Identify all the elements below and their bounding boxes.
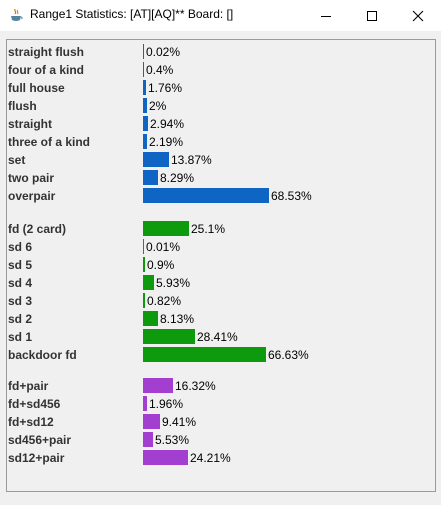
stat-label: two pair <box>8 171 55 185</box>
stat-percent: 5.53% <box>155 433 190 447</box>
stat-label: three of a kind <box>8 135 91 149</box>
stat-row: fd+sd456 1.96% <box>7 395 435 413</box>
stat-percent: 0.9% <box>147 258 175 272</box>
stat-label: overpair <box>8 189 56 203</box>
stat-percent: 25.1% <box>191 222 226 236</box>
stat-row: two pair 8.29% <box>7 169 435 187</box>
stat-bar <box>143 134 147 149</box>
stat-label: sd 5 <box>8 258 33 272</box>
stat-bar <box>143 378 173 393</box>
stat-row: sd456+pair 5.53% <box>7 431 435 449</box>
stat-percent: 2.94% <box>150 117 185 131</box>
stat-percent: 13.87% <box>171 153 212 167</box>
stat-percent: 8.13% <box>160 312 195 326</box>
stat-bar <box>143 257 145 272</box>
stat-label: four of a kind <box>8 63 84 77</box>
stat-bar <box>143 98 147 113</box>
stat-bar <box>143 293 145 308</box>
stat-bar <box>143 414 160 429</box>
stat-row: fd+pair 16.32% <box>7 377 435 395</box>
stat-bar <box>143 239 144 254</box>
maximize-icon <box>367 10 377 21</box>
close-button[interactable] <box>395 0 441 31</box>
stat-row: sd12+pair 24.21% <box>7 449 435 467</box>
stat-row: overpair 68.53% <box>7 187 435 205</box>
stat-percent: 5.93% <box>156 276 191 290</box>
close-icon <box>412 10 424 21</box>
stat-row: sd 1 28.41% <box>7 328 435 346</box>
stat-label: sd12+pair <box>8 451 65 465</box>
stat-row: sd 3 0.82% <box>7 292 435 310</box>
stat-percent: 28.41% <box>197 330 238 344</box>
stat-bar <box>143 311 158 326</box>
stat-label: sd456+pair <box>8 433 72 447</box>
stat-percent: 8.29% <box>160 171 195 185</box>
stat-percent: 9.41% <box>162 415 197 429</box>
stat-percent: 0.01% <box>146 240 181 254</box>
stat-percent: 2% <box>149 99 167 113</box>
stat-bar <box>143 44 144 59</box>
stat-percent: 2.19% <box>149 135 184 149</box>
stat-bar <box>143 450 188 465</box>
stat-bar <box>143 275 154 290</box>
stat-percent: 1.96% <box>149 397 184 411</box>
stat-label: straight <box>8 117 53 131</box>
stat-row: set 13.87% <box>7 151 435 169</box>
stat-label: sd 3 <box>8 294 33 308</box>
stat-bar <box>143 62 144 77</box>
stat-row: sd 5 0.9% <box>7 256 435 274</box>
stat-label: backdoor fd <box>8 348 77 362</box>
stat-row: straight 2.94% <box>7 115 435 133</box>
stat-percent: 0.4% <box>146 63 174 77</box>
stat-label: flush <box>8 99 37 113</box>
stat-percent: 68.53% <box>271 189 312 203</box>
window-title: Range1 Statistics: [AT][AQ]** Board: [] <box>30 7 234 21</box>
stat-label: straight flush <box>8 45 85 59</box>
stat-percent: 16.32% <box>175 379 216 393</box>
statistics-panel: straight flush 0.02% four of a kind 0.4% ful… <box>6 39 436 492</box>
stat-bar <box>143 396 147 411</box>
window-content: straight flush 0.02% four of a kind 0.4% ful… <box>0 31 441 505</box>
stat-percent: 66.63% <box>268 348 309 362</box>
stat-label: set <box>8 153 26 167</box>
title-bar[interactable]: Range1 Statistics: [AT][AQ]** Board: [] <box>0 0 441 31</box>
stat-bar <box>143 116 148 131</box>
stat-label: full house <box>8 81 65 95</box>
stat-percent: 24.21% <box>190 451 231 465</box>
maximize-button[interactable] <box>349 0 395 31</box>
stat-row: three of a kind 2.19% <box>7 133 435 151</box>
stat-bar <box>143 80 146 95</box>
stat-row: sd 6 0.01% <box>7 238 435 256</box>
stat-label: sd 4 <box>8 276 33 290</box>
stat-bar <box>143 432 153 447</box>
stat-percent: 1.76% <box>148 81 183 95</box>
stat-bar <box>143 329 195 344</box>
stat-row: fd (2 card) 25.1% <box>7 220 435 238</box>
stat-row: full house 1.76% <box>7 79 435 97</box>
stat-label: fd+sd456 <box>8 397 61 411</box>
stat-percent: 0.02% <box>146 45 181 59</box>
stat-bar <box>143 347 266 362</box>
stat-bar <box>143 221 189 236</box>
stat-label: fd (2 card) <box>8 222 67 236</box>
java-cup-icon <box>11 8 23 21</box>
stat-row: straight flush 0.02% <box>7 43 435 61</box>
stat-label: sd 6 <box>8 240 33 254</box>
stat-row: four of a kind 0.4% <box>7 61 435 79</box>
stat-label: sd 2 <box>8 312 33 326</box>
stat-bar <box>143 188 269 203</box>
minimize-button[interactable] <box>303 0 349 31</box>
stat-row: fd+sd12 9.41% <box>7 413 435 431</box>
stat-bar <box>143 152 169 167</box>
stat-row: flush 2% <box>7 97 435 115</box>
stat-label: fd+pair <box>8 379 49 393</box>
stat-label: sd 1 <box>8 330 33 344</box>
minimize-icon <box>321 15 331 17</box>
stat-row: sd 4 5.93% <box>7 274 435 292</box>
stat-row: backdoor fd 66.63% <box>7 346 435 364</box>
stat-bar <box>143 170 158 185</box>
stat-label: fd+sd12 <box>8 415 54 429</box>
stat-row: sd 2 8.13% <box>7 310 435 328</box>
stat-percent: 0.82% <box>147 294 182 308</box>
